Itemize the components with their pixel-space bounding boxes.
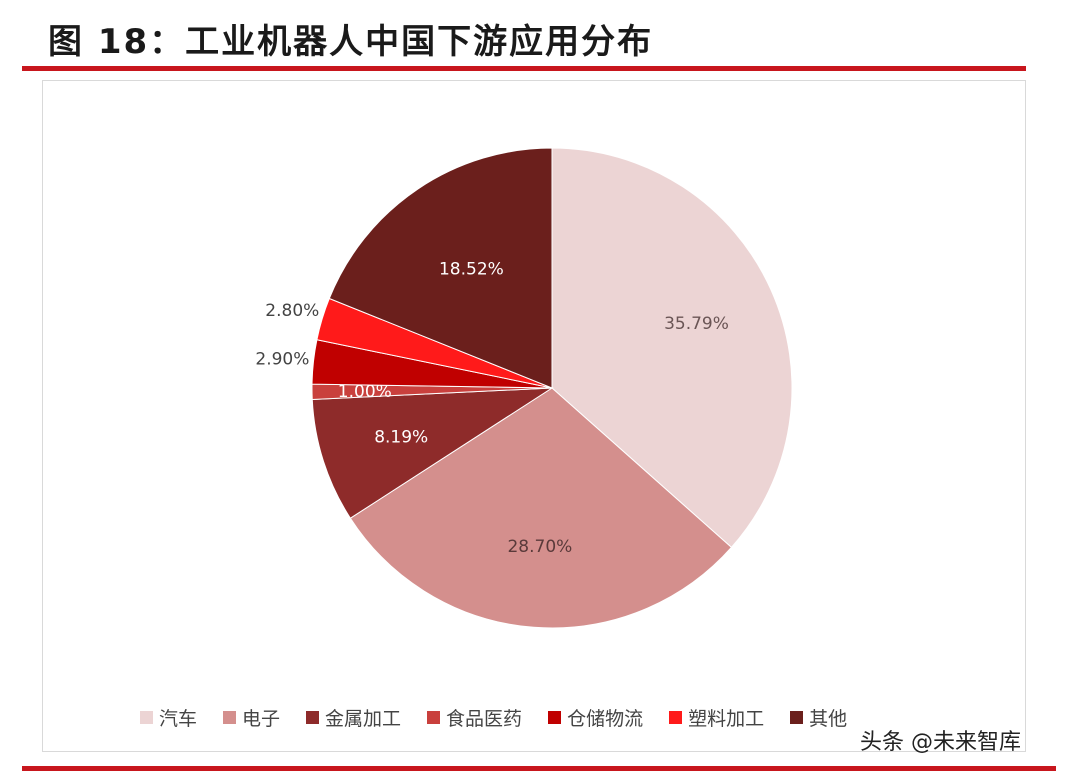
pie-data-label: 1.00% bbox=[338, 382, 392, 402]
legend-swatch bbox=[548, 711, 562, 724]
pie-data-label: 18.52% bbox=[439, 260, 504, 280]
legend-label: 塑料加工 bbox=[688, 708, 765, 730]
legend-item: 食品医药 bbox=[427, 704, 522, 731]
legend-swatch bbox=[790, 711, 804, 724]
legend-swatch bbox=[669, 711, 683, 724]
legend-label: 金属加工 bbox=[325, 708, 402, 730]
pie-slice bbox=[328, 147, 553, 389]
pie-data-label: 8.19% bbox=[374, 427, 428, 447]
legend-swatch bbox=[427, 711, 441, 724]
watermark: 头条 @未来智库 bbox=[860, 730, 1021, 755]
legend-label: 汽车 bbox=[159, 708, 198, 730]
legend-swatch bbox=[140, 711, 153, 724]
legend-item: 金属加工 bbox=[306, 704, 401, 731]
legend-label: 仓储物流 bbox=[567, 708, 644, 730]
chart-legend: 汽车 电子 金属加工 食品医药 仓储物流 塑料加工 其他 bbox=[140, 704, 847, 731]
legend-item: 电子 bbox=[223, 704, 280, 731]
pie-data-label: 2.80% bbox=[265, 301, 319, 321]
legend-label: 食品医药 bbox=[446, 708, 523, 730]
legend-label: 电子 bbox=[242, 708, 281, 730]
pie-slice bbox=[349, 387, 733, 629]
pie-slice bbox=[311, 387, 554, 519]
legend-swatch bbox=[306, 711, 320, 724]
pie-data-label: 28.70% bbox=[507, 537, 572, 557]
pie-data-label: 35.79% bbox=[664, 314, 729, 334]
chart-frame bbox=[42, 80, 1026, 752]
legend-item: 塑料加工 bbox=[669, 704, 764, 731]
pie-slice bbox=[551, 147, 793, 549]
legend-label: 其他 bbox=[809, 708, 848, 730]
legend-item: 汽车 bbox=[140, 704, 197, 731]
bottom-divider bbox=[22, 766, 1056, 771]
legend-item: 其他 bbox=[790, 704, 847, 731]
title-divider bbox=[22, 66, 1026, 71]
pie-data-label: 2.90% bbox=[255, 349, 309, 369]
legend-item: 仓储物流 bbox=[548, 704, 643, 731]
legend-swatch bbox=[223, 711, 237, 724]
chart-title: 图 18：工业机器人中国下游应用分布 bbox=[48, 22, 654, 62]
